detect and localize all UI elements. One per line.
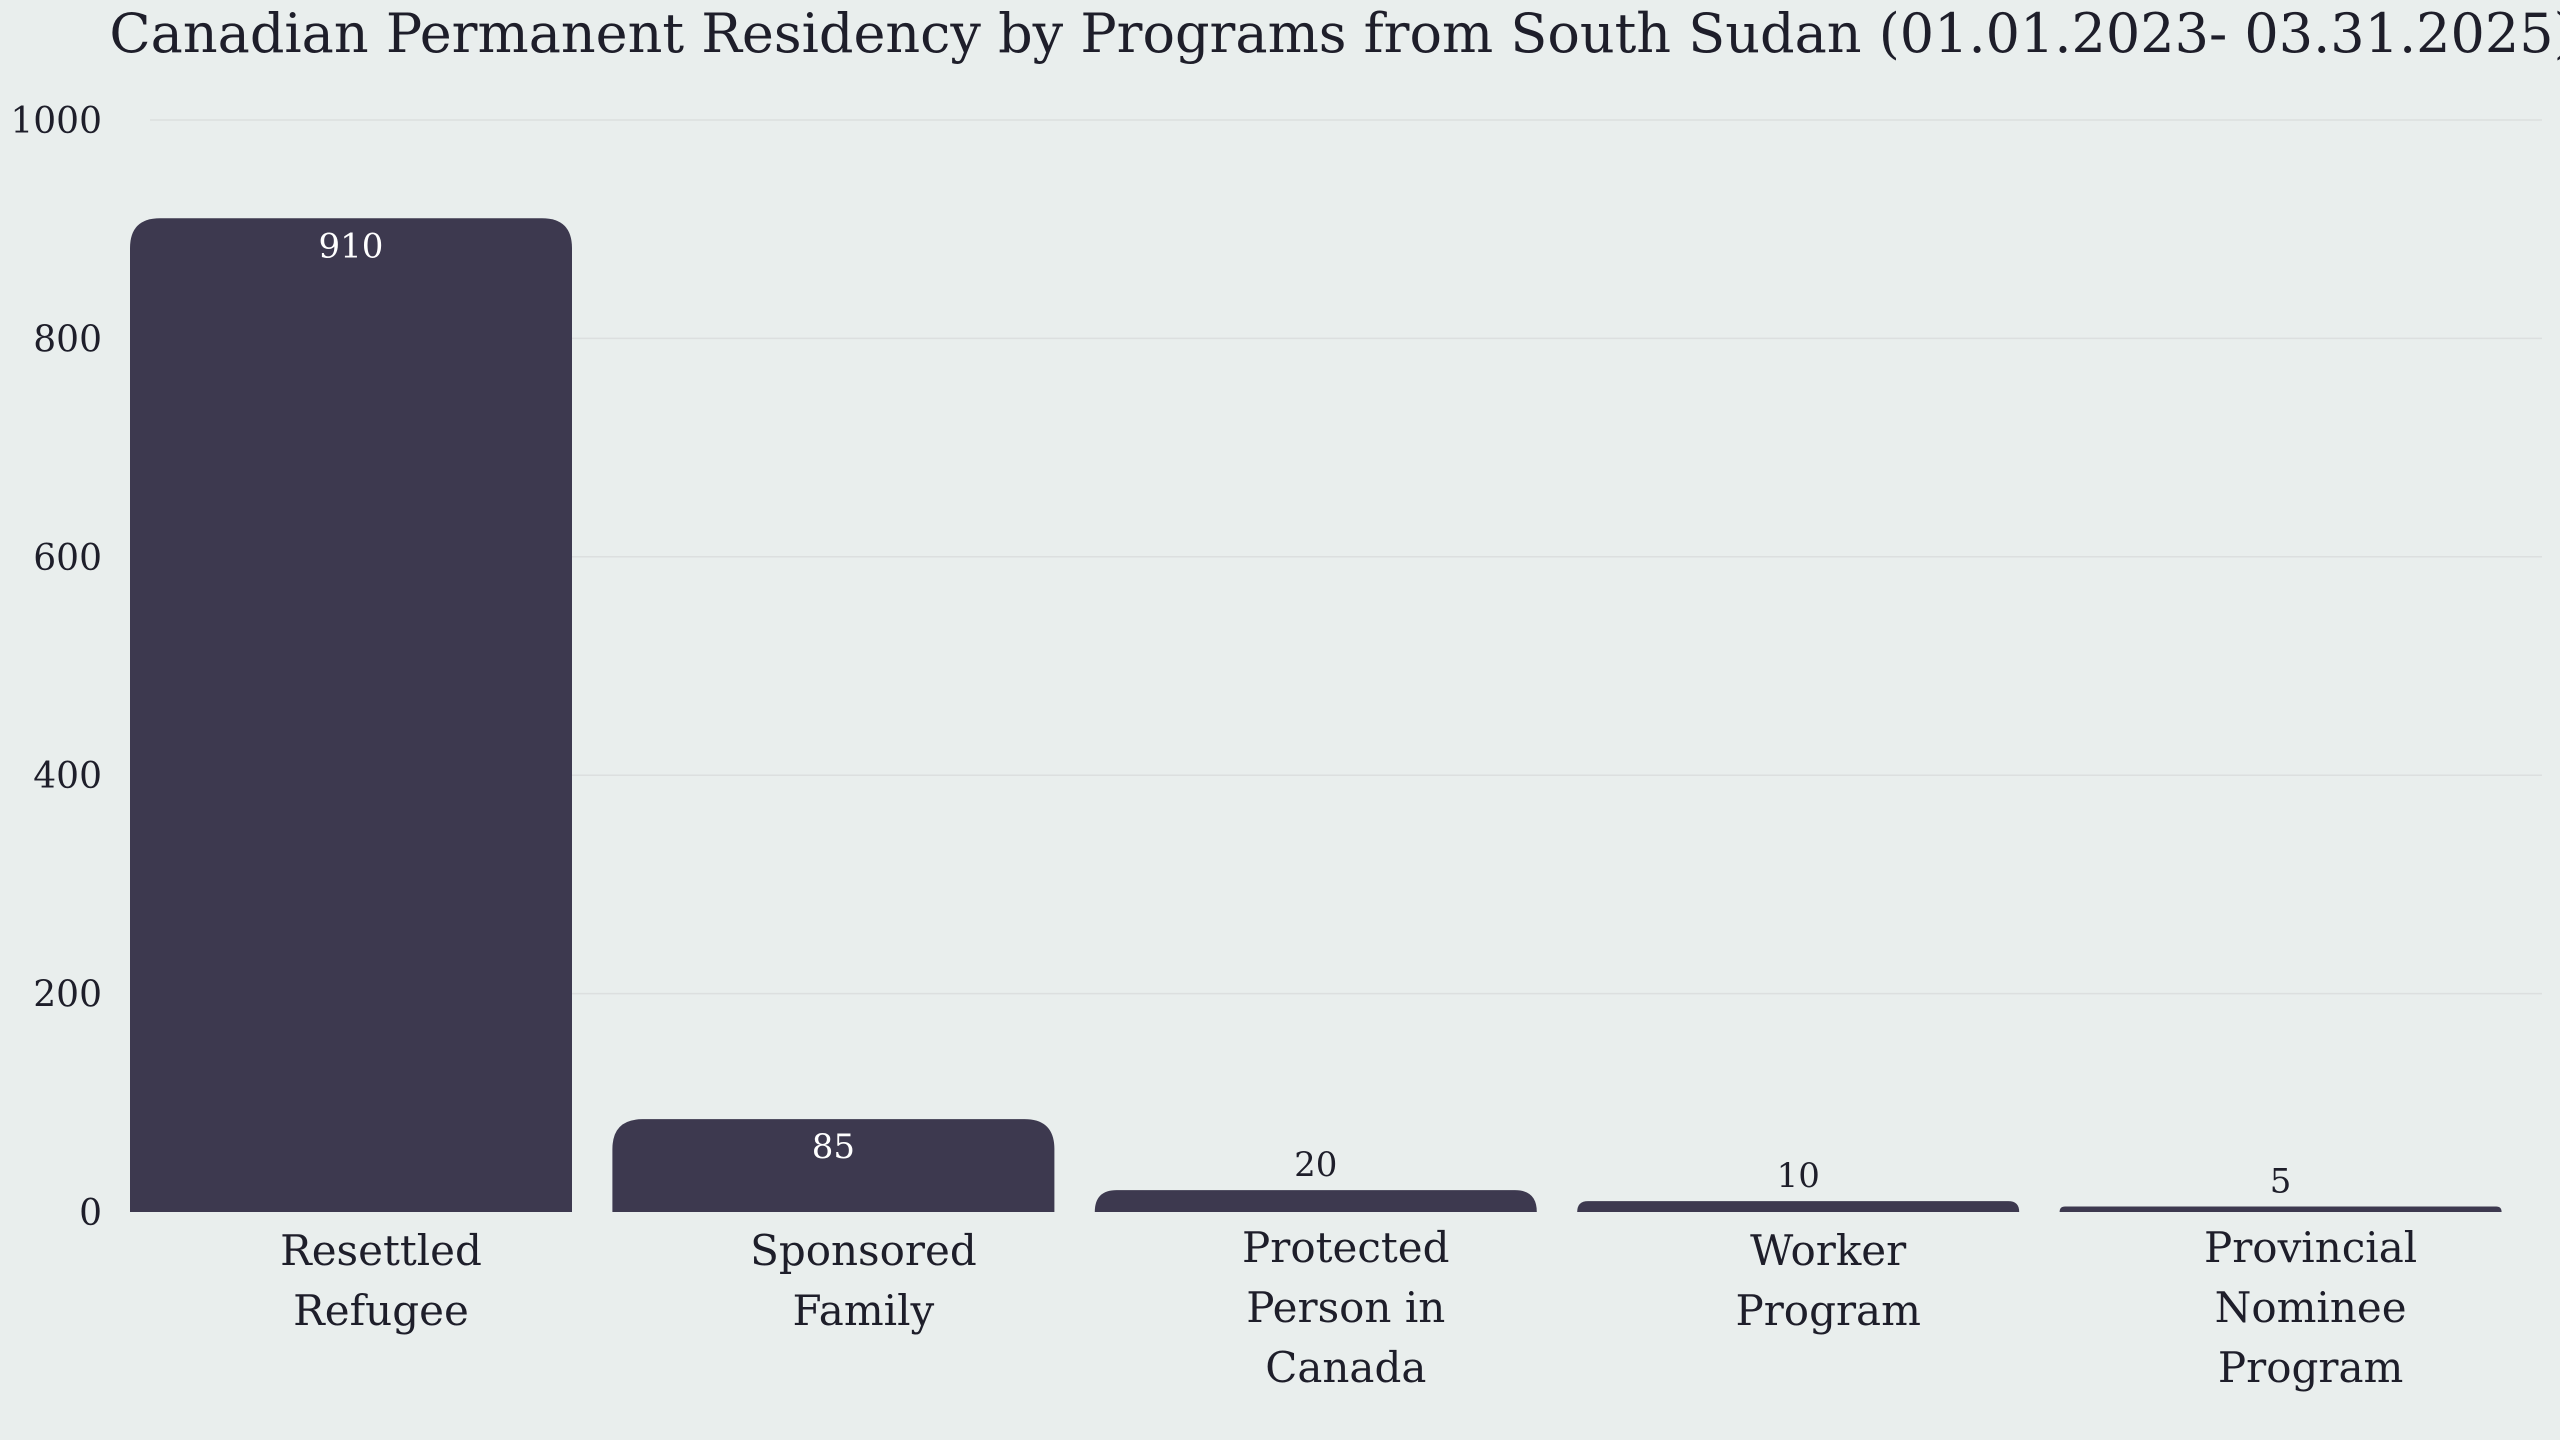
y-tick-label: 800 <box>33 319 102 360</box>
x-tick-label: Program <box>1735 1286 1920 1335</box>
data-labels: 910 85 20 10 5 <box>319 226 2292 1201</box>
y-tick-label: 0 <box>79 1193 102 1234</box>
y-tick-label: 400 <box>33 756 102 797</box>
bar-3 <box>1094 1190 1537 1212</box>
x-tick-label: Sponsored <box>750 1226 977 1275</box>
y-tick-label: 200 <box>33 975 102 1016</box>
y-tick-label: 1000 <box>10 101 102 142</box>
bar-2 <box>612 1119 1055 1212</box>
bar-4 <box>1577 1201 2020 1212</box>
bar-value-label: 910 <box>319 226 384 266</box>
y-tick-label: 600 <box>33 538 102 579</box>
x-tick-label: Person in <box>1246 1283 1445 1332</box>
x-tick-label: Provincial <box>2204 1223 2417 1272</box>
x-tick-label: Refugee <box>293 1286 469 1335</box>
x-tick-label: Resettled <box>280 1226 482 1275</box>
bar-5 <box>2059 1206 2502 1212</box>
bar-1 <box>130 218 572 1212</box>
x-tick-label: Canada <box>1265 1343 1426 1392</box>
bar-value-label: 5 <box>2270 1162 2292 1202</box>
x-tick-label: Nominee <box>2215 1283 2407 1332</box>
x-axis: Resettled Refugee Sponsored Family Protected… <box>280 1223 2417 1392</box>
bars <box>130 218 2502 1212</box>
bar-value-label: 85 <box>812 1127 855 1167</box>
x-tick-label: Worker <box>1750 1226 1907 1275</box>
bar-value-label: 10 <box>1777 1156 1820 1196</box>
x-tick-label: Family <box>793 1286 935 1335</box>
bar-value-label: 20 <box>1294 1145 1337 1185</box>
y-axis: 0 200 400 600 800 1000 <box>10 101 102 1234</box>
x-tick-label: Protected <box>1242 1223 1450 1272</box>
x-tick-label: Program <box>2218 1343 2403 1392</box>
chart-title: Canadian Permanent Residency by Programs… <box>109 2 2560 65</box>
